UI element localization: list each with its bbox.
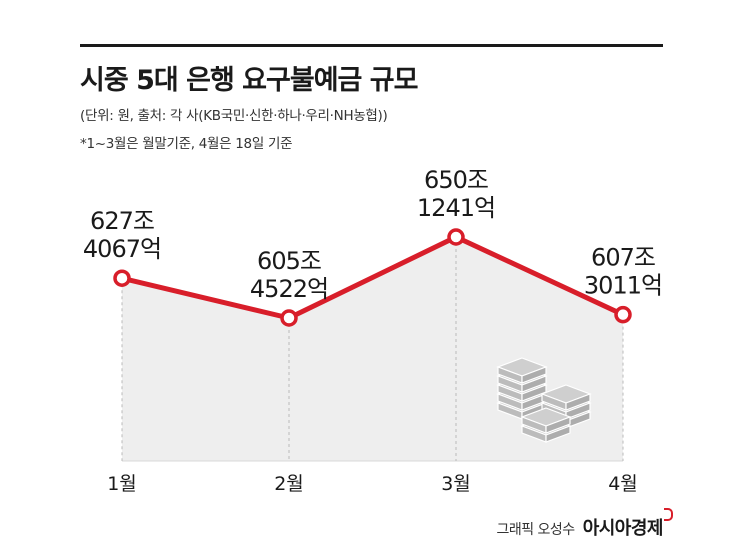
credit-brand-text: 아시아경제 <box>582 518 664 539</box>
money-stack-icon <box>496 357 592 443</box>
x-tick-label-2: 2월 <box>274 473 304 495</box>
point-layer <box>113 228 632 327</box>
value-label-3월-2: 1241억 <box>417 194 495 222</box>
x-tick-label-1: 1월 <box>107 473 137 495</box>
credit: 그래픽 오성수 아시아경제 <box>496 508 673 540</box>
data-point-2월 <box>280 309 298 327</box>
chart-note: *1~3월은 월말기준, 4월은 18일 기준 <box>80 136 293 152</box>
top-rule <box>80 44 663 47</box>
brand-mark-icon <box>664 508 673 521</box>
value-label-4월-2: 3011억 <box>584 272 662 300</box>
data-point-4월 <box>614 305 632 324</box>
series-line <box>119 234 626 321</box>
value-label-3월-1: 650조 <box>424 166 488 194</box>
value-label-2월-1: 605조 <box>257 247 321 275</box>
value-label-2월-2: 4522억 <box>250 275 328 303</box>
chart-subtitle: (단위: 원, 출처: 각 사(KB국민·신한·하나·우리·NH농협)) <box>80 108 388 124</box>
dashed-guides <box>121 237 624 461</box>
line-layer <box>119 234 626 321</box>
value-label-1월-1: 627조 <box>90 207 154 235</box>
credit-author: 그래픽 오성수 <box>496 522 575 538</box>
credit-brand: 아시아경제 <box>582 508 673 540</box>
x-tick-label-3: 3월 <box>441 473 471 495</box>
data-point-1월 <box>113 269 131 287</box>
value-label-4월-1: 607조 <box>591 244 655 272</box>
value-label-1월-2: 4067억 <box>83 235 161 263</box>
chart-title: 시중 5대 은행 요구불예금 규모 <box>80 65 418 96</box>
data-point-3월 <box>447 228 465 246</box>
money-stack-front <box>520 407 572 443</box>
x-tick-label-4: 4월 <box>608 473 638 495</box>
x-tick-layer: 1월 2월 3월 4월 <box>107 473 638 495</box>
money-stack-back-left <box>496 357 548 420</box>
